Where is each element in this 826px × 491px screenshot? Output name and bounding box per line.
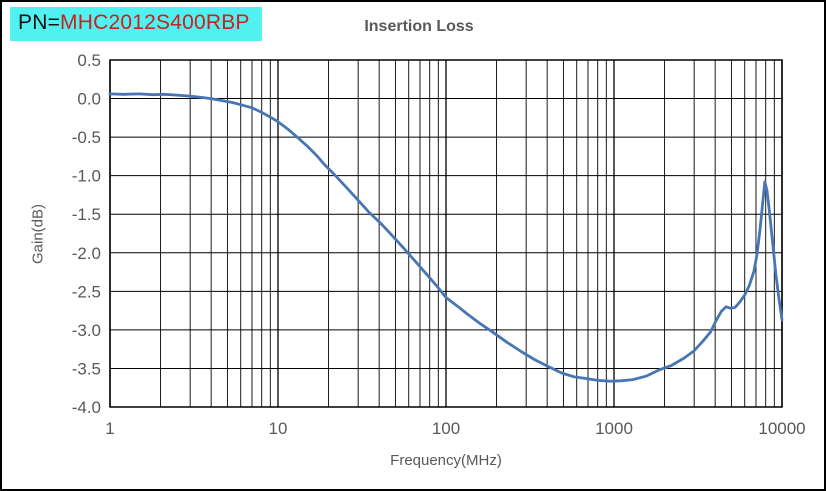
x-tick-label: 10	[269, 419, 288, 438]
pn-prefix: PN=	[18, 11, 61, 34]
chart-title: Insertion Loss	[364, 18, 474, 35]
x-tick-label: 1000	[595, 419, 633, 438]
y-tick-label: -3.0	[72, 321, 101, 340]
y-tick-label: 0.5	[77, 51, 101, 70]
y-tick-label: -3.5	[72, 359, 101, 378]
y-tick-label: -0.5	[72, 128, 101, 147]
x-tick-label: 1	[105, 419, 114, 438]
y-tick-label: -2.0	[72, 244, 101, 263]
x-tick-label: 100	[432, 419, 460, 438]
plot-border	[109, 59, 783, 408]
y-axis-title: Gain(dB)	[29, 203, 47, 265]
insertion-loss-curve	[108, 92, 784, 383]
x-axis-title: Frequency(MHz)	[390, 452, 502, 469]
pn-part-number: MHC2012S400RBP	[60, 11, 250, 34]
part-number-label: PN=MHC2012S400RBP	[10, 7, 262, 41]
y-tick-label: -4.0	[72, 398, 101, 417]
y-tick-label: -2.5	[72, 282, 101, 301]
y-tick-label: -1.5	[72, 205, 101, 224]
y-tick-label: -1.0	[72, 167, 101, 186]
x-tick-label: 10000	[758, 419, 805, 438]
y-tick-label: 0.0	[77, 90, 101, 109]
